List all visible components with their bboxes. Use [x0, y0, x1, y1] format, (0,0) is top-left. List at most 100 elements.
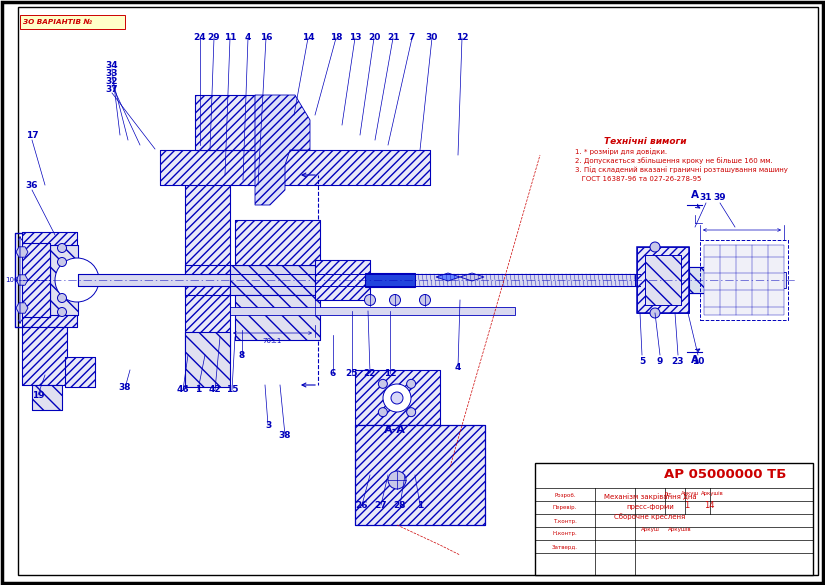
- Bar: [185, 265, 230, 295]
- Text: Аркушів: Аркушів: [668, 526, 692, 532]
- Bar: [315, 260, 370, 300]
- Bar: [230, 265, 320, 295]
- Text: А: А: [691, 355, 699, 365]
- Text: Аркушів: Аркушів: [700, 491, 724, 497]
- Text: 3. Під складений вказані граничні розташування машину: 3. Під складений вказані граничні розташ…: [575, 167, 788, 174]
- Text: 1: 1: [417, 501, 423, 510]
- Circle shape: [379, 408, 388, 417]
- Text: 31: 31: [700, 192, 712, 201]
- Bar: [185, 155, 230, 355]
- Bar: [415, 274, 635, 286]
- Text: 16: 16: [260, 33, 272, 43]
- Bar: [355, 425, 485, 525]
- Text: 29: 29: [208, 33, 220, 43]
- Text: 22: 22: [364, 369, 376, 377]
- Bar: [734, 272, 786, 288]
- Text: 38: 38: [279, 431, 291, 439]
- Bar: [185, 332, 230, 387]
- Bar: [50, 245, 78, 315]
- Bar: [230, 265, 320, 295]
- Text: ГОСТ 16387-96 та 027-26-278-95: ГОСТ 16387-96 та 027-26-278-95: [575, 176, 701, 182]
- Text: Сборочне кресленя: Сборочне кресленя: [615, 514, 686, 521]
- Polygon shape: [16, 247, 28, 257]
- Bar: [235, 220, 320, 265]
- Bar: [689, 267, 734, 293]
- Text: 10: 10: [692, 356, 705, 366]
- Bar: [22, 232, 77, 327]
- Bar: [78, 274, 640, 286]
- Text: 8: 8: [239, 350, 245, 360]
- Bar: [185, 155, 230, 355]
- Bar: [185, 265, 230, 295]
- Text: 32: 32: [106, 77, 118, 85]
- Bar: [160, 150, 430, 185]
- Bar: [645, 255, 681, 305]
- Bar: [415, 274, 635, 286]
- Text: 37: 37: [106, 84, 118, 94]
- Text: 21: 21: [387, 33, 399, 43]
- Bar: [195, 95, 255, 150]
- Text: 33: 33: [106, 68, 118, 77]
- Text: А: А: [691, 190, 699, 200]
- Circle shape: [407, 408, 416, 417]
- Polygon shape: [436, 273, 460, 281]
- Bar: [535, 463, 813, 575]
- Bar: [22, 243, 50, 317]
- Circle shape: [379, 379, 388, 388]
- Text: 19: 19: [31, 391, 45, 400]
- Text: Затверд.: Затверд.: [552, 545, 578, 549]
- Text: 30: 30: [426, 33, 438, 43]
- Circle shape: [383, 384, 411, 412]
- Text: 12: 12: [384, 369, 396, 377]
- Text: Механізм закрівання дна: Механізм закрівання дна: [604, 494, 696, 500]
- Text: 4: 4: [455, 363, 461, 371]
- Circle shape: [55, 258, 99, 302]
- Bar: [65, 357, 95, 387]
- Circle shape: [58, 308, 67, 316]
- Circle shape: [389, 294, 400, 305]
- Text: 46: 46: [177, 386, 189, 394]
- Bar: [185, 332, 230, 387]
- Text: А-А: А-А: [384, 425, 406, 435]
- Text: Аркуш: Аркуш: [681, 491, 699, 497]
- Circle shape: [391, 392, 403, 404]
- Polygon shape: [255, 95, 310, 205]
- Text: 1: 1: [195, 386, 201, 394]
- Text: Літ: Літ: [664, 491, 672, 497]
- Bar: [365, 273, 415, 287]
- Circle shape: [407, 379, 416, 388]
- Bar: [415, 274, 635, 286]
- Text: 14: 14: [704, 501, 714, 510]
- Circle shape: [650, 242, 660, 252]
- Text: 7: 7: [409, 33, 415, 43]
- Text: Аркуш: Аркуш: [640, 526, 659, 532]
- Text: 1. * розміри для довідки.: 1. * розміри для довідки.: [575, 149, 667, 156]
- Text: 14: 14: [302, 33, 314, 43]
- Bar: [22, 243, 50, 317]
- Bar: [22, 232, 77, 327]
- Polygon shape: [16, 275, 28, 285]
- Text: 12: 12: [455, 33, 469, 43]
- Bar: [235, 220, 320, 265]
- Bar: [50, 245, 78, 315]
- Text: 1: 1: [685, 501, 690, 510]
- Text: Технічні вимоги: Технічні вимоги: [604, 136, 686, 146]
- Bar: [689, 267, 734, 293]
- Text: 23: 23: [672, 356, 684, 366]
- Bar: [65, 357, 95, 387]
- Text: 5: 5: [639, 356, 645, 366]
- Text: 20: 20: [368, 33, 380, 43]
- Text: 13: 13: [349, 33, 361, 43]
- Bar: [195, 95, 255, 150]
- Text: 38: 38: [119, 384, 131, 393]
- Text: АР 05000000 ТБ: АР 05000000 ТБ: [664, 469, 786, 481]
- Text: 42: 42: [209, 386, 221, 394]
- Circle shape: [58, 257, 67, 267]
- Text: 26: 26: [356, 501, 368, 510]
- Text: 3: 3: [265, 421, 271, 429]
- Bar: [355, 370, 440, 425]
- Bar: [700, 240, 788, 320]
- Text: 15: 15: [226, 386, 238, 394]
- Text: Розроб.: Розроб.: [554, 493, 576, 497]
- Text: 39: 39: [714, 192, 726, 201]
